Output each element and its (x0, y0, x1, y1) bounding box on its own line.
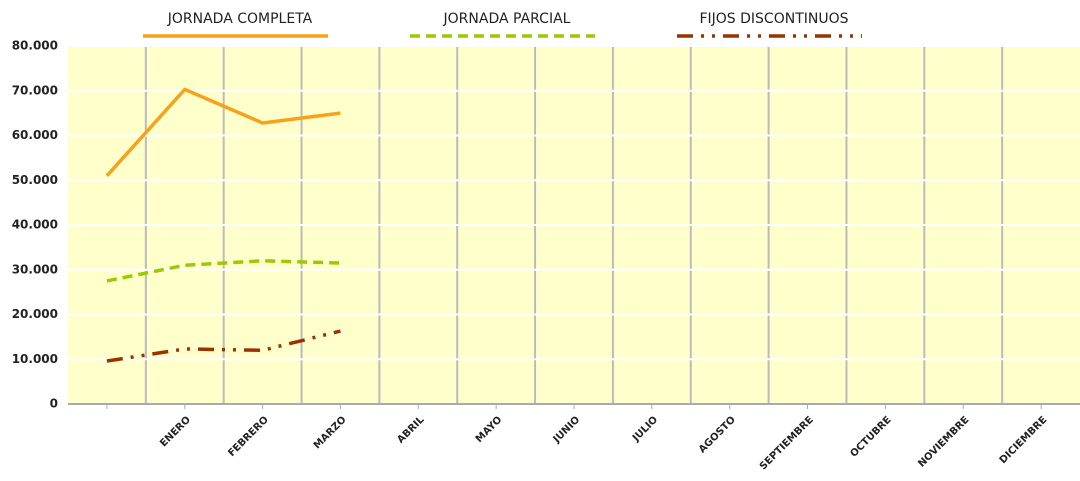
x-tick-label: AGOSTO (697, 414, 738, 455)
x-tick-label: NOVIEMBRE (916, 414, 971, 469)
x-tick-label: SEPTIEMBRE (758, 414, 816, 472)
y-tick-label: 30.000 (12, 262, 58, 276)
x-tick-label: FEBRERO (226, 414, 271, 459)
y-tick-label: 80.000 (12, 39, 58, 53)
x-tick-label: OCTUBRE (848, 414, 893, 459)
y-tick-label: 10.000 (12, 352, 58, 366)
x-tick-label: JULIO (630, 414, 660, 444)
series-line (106, 259, 341, 283)
x-tick-label: ABRIL (395, 414, 427, 446)
y-tick-label: 60.000 (12, 128, 58, 142)
legend-label: JORNADA COMPLETA (167, 11, 313, 27)
y-tick-label: 0 (50, 397, 58, 411)
y-tick-label: 20.000 (12, 307, 58, 321)
x-tick-label: JUNIO (551, 414, 582, 445)
x-tick-label: MARZO (312, 414, 349, 451)
y-tick-label: 50.000 (12, 173, 58, 187)
series-line (106, 329, 341, 363)
legend-label: JORNADA PARCIAL (443, 11, 571, 27)
x-tick-label: MAYO (474, 414, 504, 444)
series-line (105, 87, 341, 177)
y-tick-label: 40.000 (12, 218, 58, 232)
legend-label: FIJOS DISCONTINUOS (699, 11, 848, 27)
y-tick-label: 70.000 (12, 83, 58, 97)
x-tick-label: ENERO (158, 414, 193, 449)
x-tick-label: DICIEMBRE (998, 414, 1050, 466)
